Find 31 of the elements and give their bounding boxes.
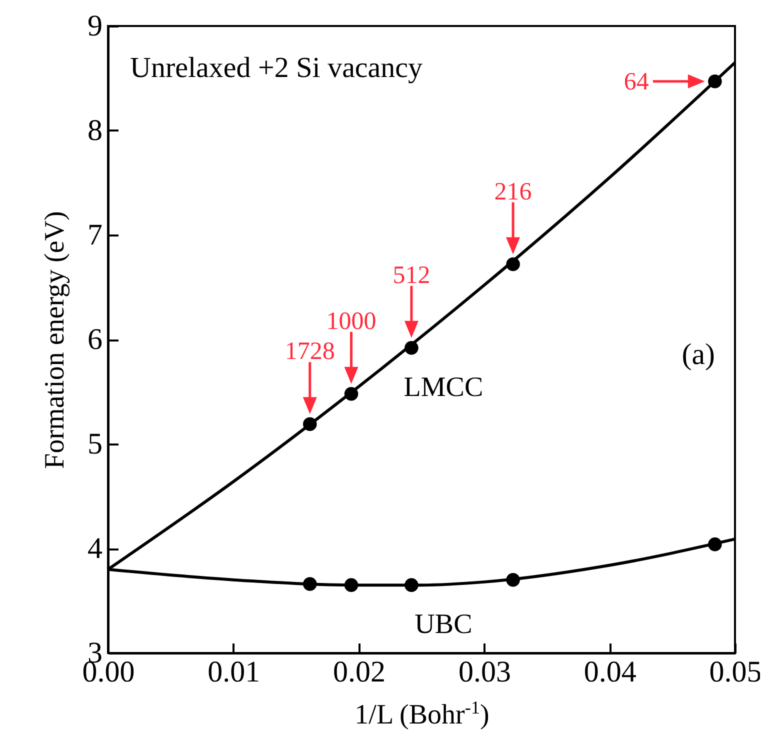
x-tick-label: 0.02 — [333, 656, 386, 688]
x-tick-label: 0.01 — [208, 656, 260, 688]
annotation: 1728 — [284, 338, 335, 366]
point — [708, 537, 722, 552]
annotation: 216 — [494, 178, 532, 206]
x-tick-label: 0.04 — [584, 656, 636, 688]
series-label: UBC — [414, 609, 472, 640]
annotation: 1000 — [326, 308, 376, 335]
y-tick-label: 9 — [88, 10, 102, 42]
y-tick-label: 4 — [88, 532, 102, 565]
point — [506, 257, 520, 272]
annotation: 64 — [624, 68, 650, 96]
y-tick-label: 5 — [88, 428, 102, 460]
annotation: (a) — [682, 338, 715, 372]
point — [506, 572, 520, 587]
y-tick-label: 7 — [88, 218, 102, 252]
text: Unrelaxed +2 Si vacancy — [130, 52, 424, 84]
point — [344, 578, 358, 592]
y-tick-label: 6 — [88, 323, 102, 356]
point — [404, 340, 418, 355]
point — [708, 74, 722, 88]
series-label: LMCC — [404, 372, 484, 403]
annotation: 512 — [392, 262, 430, 289]
y-axis-title: Formation energy (eV) — [40, 211, 70, 469]
point — [303, 417, 317, 432]
y-tick-label: 8 — [88, 114, 102, 147]
x-axis-title: 1/L (Bohr$^{-1}$) — [354, 698, 490, 730]
point — [344, 386, 358, 401]
point — [303, 577, 317, 591]
x-tick-label: 0.03 — [458, 656, 511, 688]
point — [404, 578, 418, 592]
